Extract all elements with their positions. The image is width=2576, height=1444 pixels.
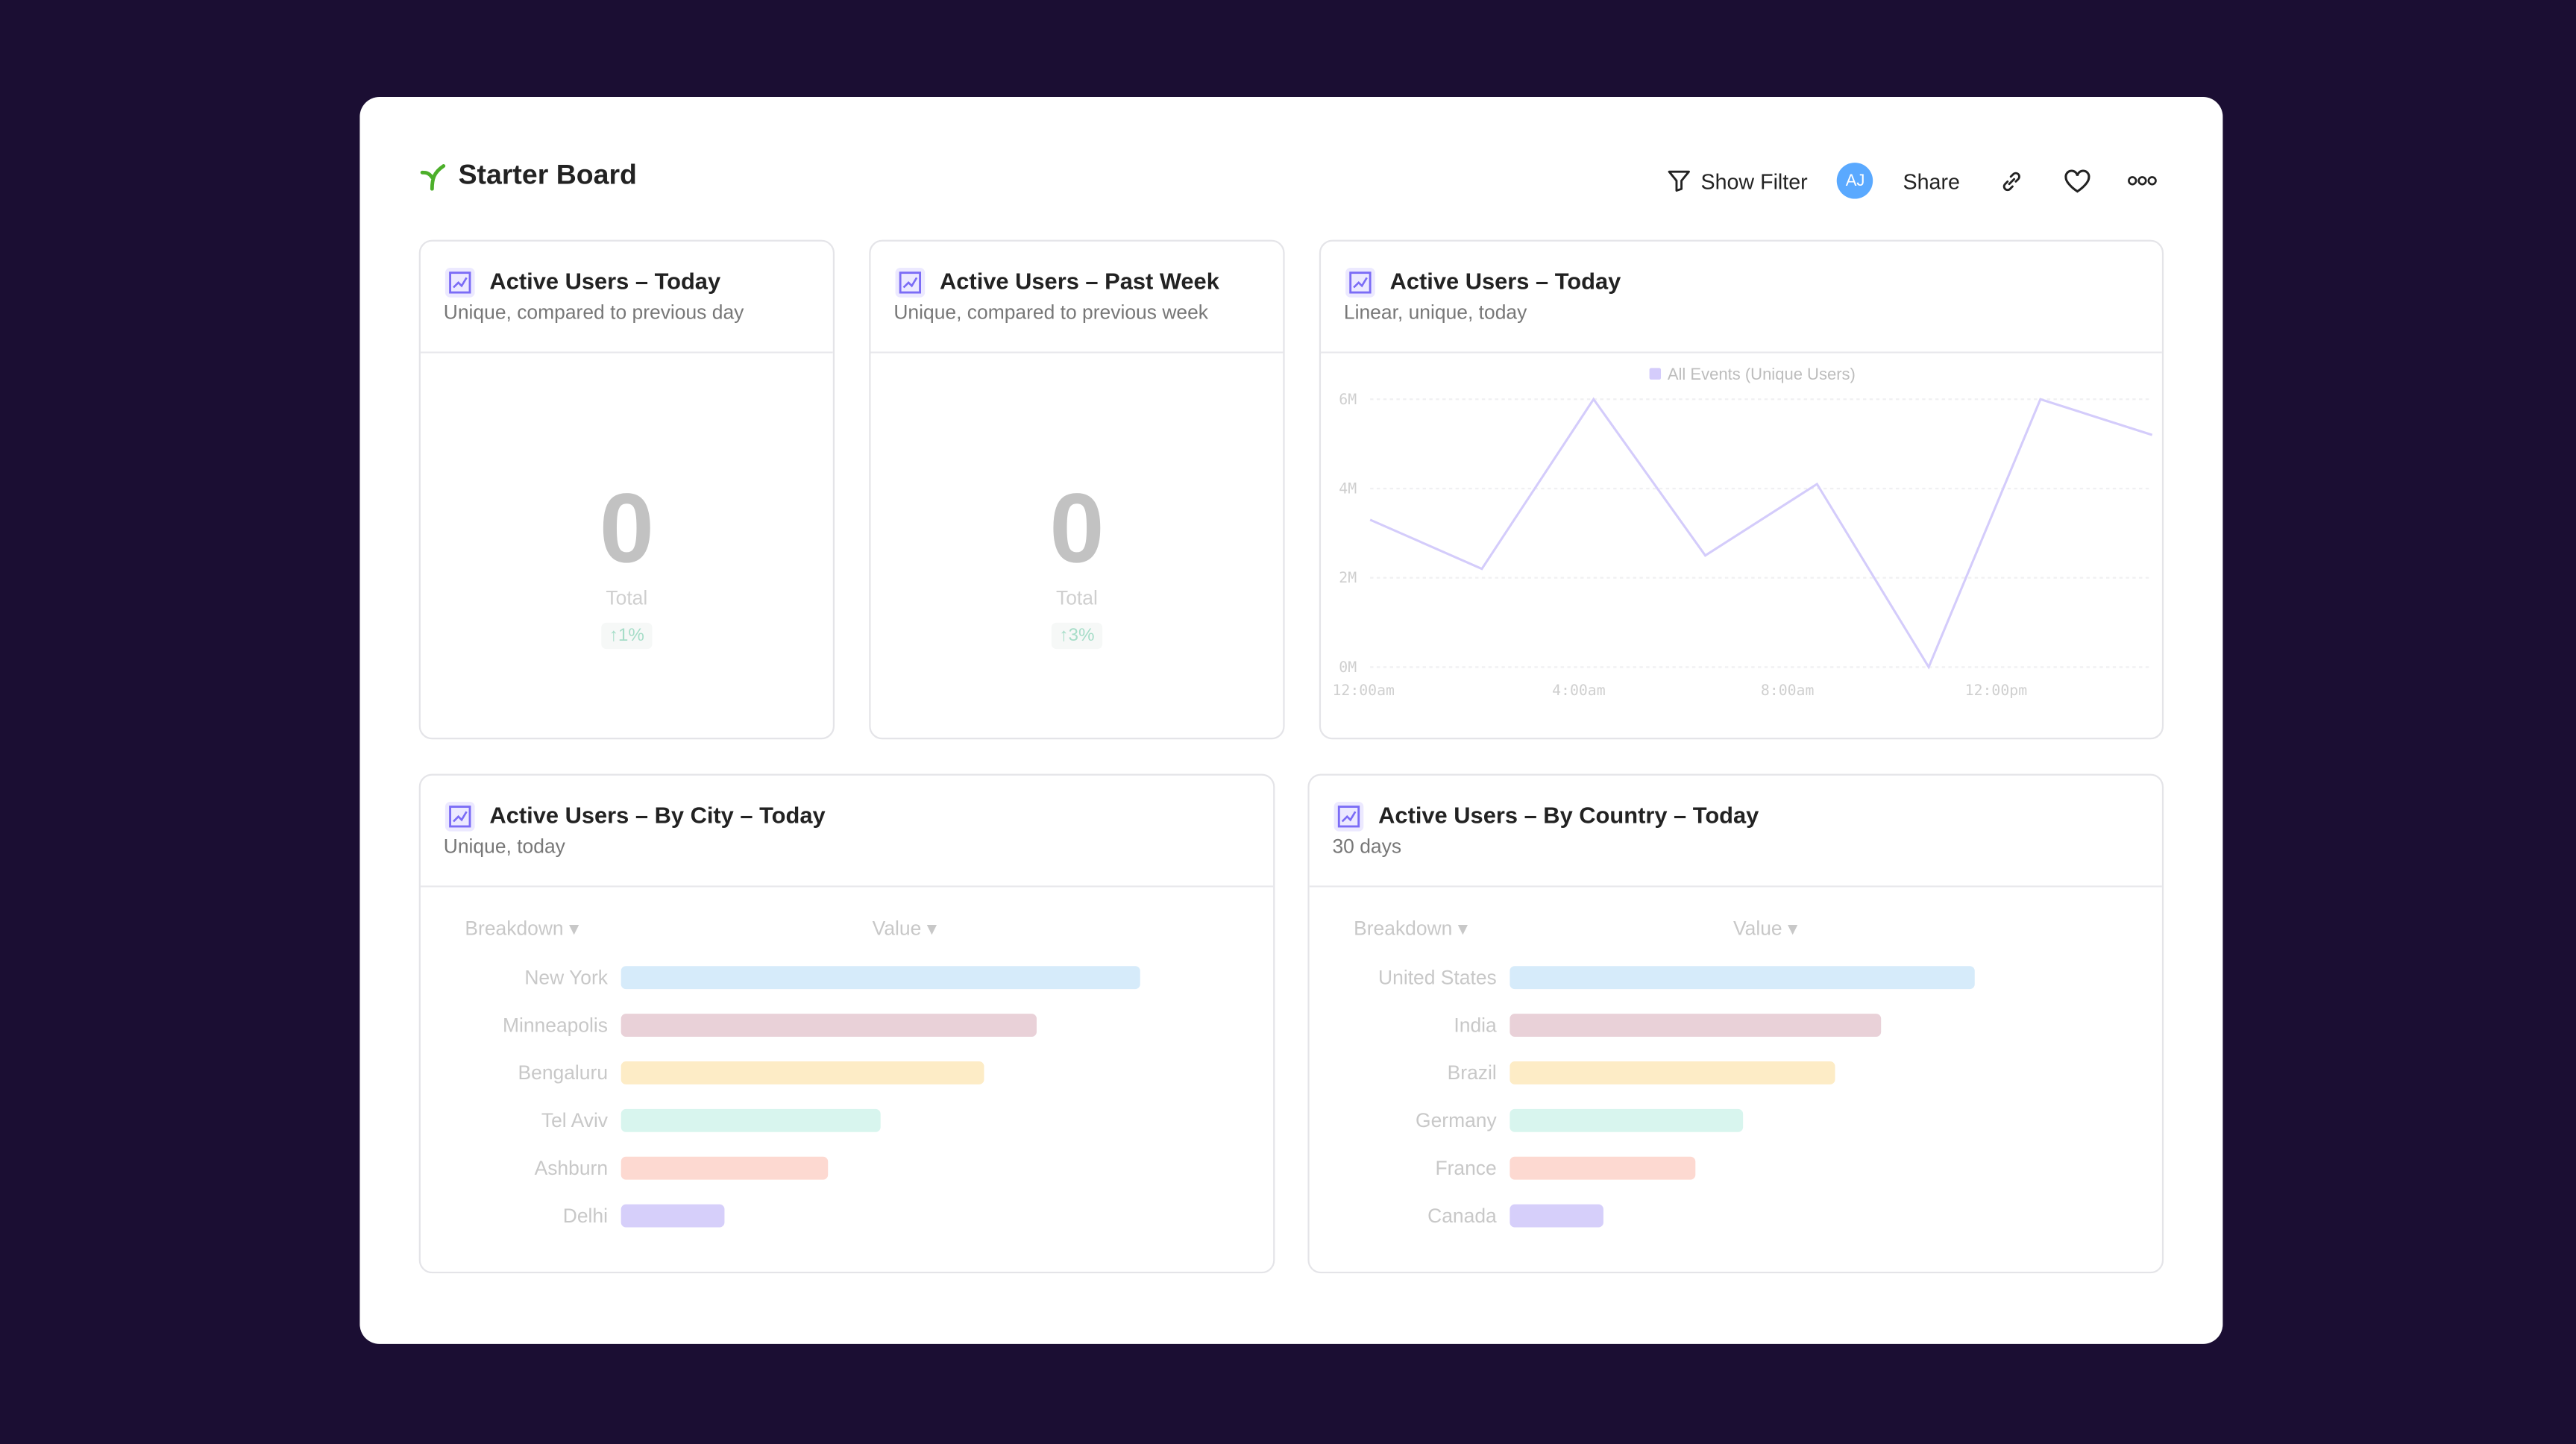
metric-label: Total <box>1055 586 1098 610</box>
bar-label: United States <box>1378 966 1497 990</box>
avatar[interactable]: AJ <box>1837 163 1873 199</box>
card-title[interactable]: Active Users – By City – Today <box>489 801 826 829</box>
delta-badge: ↑1% <box>421 619 833 650</box>
copy-link-button[interactable] <box>1999 169 2024 193</box>
metric-value: 0 <box>1049 473 1105 583</box>
metric-label: Total <box>606 586 648 610</box>
card-subtitle: Linear, unique, today <box>1343 301 1527 324</box>
more-button[interactable] <box>2128 174 2158 187</box>
legend-swatch <box>1649 368 1662 380</box>
x-tick-label: 4:00am <box>1552 682 1606 699</box>
bar-label: Minneapolis <box>502 1014 609 1037</box>
toolbar: Show Filter AJ Share <box>1635 163 2158 199</box>
card-header: Active Users – By Country – Today 30 day… <box>1309 776 2162 888</box>
bar-label: New York <box>524 966 609 990</box>
line-chart-icon <box>444 268 475 298</box>
bar-label: Brazil <box>1447 1061 1497 1084</box>
bar-label: Germany <box>1416 1108 1497 1132</box>
y-tick-label: 4M <box>1339 480 1357 497</box>
bar[interactable] <box>621 966 1140 990</box>
card-title[interactable]: Active Users – Today <box>489 268 721 295</box>
bar-label: Canada <box>1427 1204 1497 1228</box>
sprout-icon <box>420 164 446 191</box>
breakdown-column-header[interactable]: Breakdown ▾ <box>465 917 579 941</box>
card-subtitle: Unique, today <box>443 835 565 858</box>
show-filter-button[interactable]: Show Filter <box>1668 168 1808 193</box>
value-column-header[interactable]: Value ▾ <box>872 917 937 941</box>
card-header: Active Users – By City – Today Unique, t… <box>420 776 1274 888</box>
bar[interactable] <box>621 1156 829 1180</box>
bar[interactable] <box>621 1014 1037 1037</box>
line-chart: All Events (Unique Users) 0M 2M 4M 6M 12:00a… <box>1332 365 2153 699</box>
delta-badge: ↑3% <box>870 619 1283 650</box>
x-tick-label: 12:00pm <box>1965 682 2028 699</box>
x-tick-label: 12:00am <box>1332 682 1395 699</box>
bar[interactable] <box>1510 1014 1882 1037</box>
value-column-header[interactable]: Value ▾ <box>1732 917 1798 941</box>
card-subtitle: Unique, compared to previous week <box>893 301 1209 324</box>
share-label: Share <box>1903 168 1960 193</box>
board-title: Starter Board <box>419 160 637 192</box>
series-line <box>1369 397 2153 670</box>
line-chart-icon <box>444 801 475 832</box>
bar-label: Ashburn <box>534 1156 609 1180</box>
card-line-chart[interactable]: Active Users – Today Linear, unique, tod… <box>1319 239 2164 740</box>
bar[interactable] <box>1510 1108 1743 1132</box>
bar[interactable] <box>621 1204 725 1228</box>
legend-label: All Events (Unique Users) <box>1668 365 1856 383</box>
card-active-users-week[interactable]: Active Users – Past Week Unique, compare… <box>869 239 1285 740</box>
favorite-button[interactable] <box>2064 169 2091 193</box>
bar[interactable] <box>1510 1156 1696 1180</box>
bar-label: Bengaluru <box>518 1061 609 1084</box>
bar-label: Tel Aviv <box>541 1108 609 1132</box>
card-title[interactable]: Active Users – Today <box>1389 268 1621 295</box>
card-title[interactable]: Active Users – Past Week <box>940 268 1219 295</box>
card-header: Active Users – Today Linear, unique, tod… <box>1321 242 2162 354</box>
breakdown-column-header[interactable]: Breakdown ▾ <box>1354 917 1468 941</box>
bar[interactable] <box>1510 1061 1835 1084</box>
filter-icon <box>1668 170 1691 192</box>
x-tick-label: 8:00am <box>1761 682 1815 699</box>
share-button[interactable]: Share <box>1903 169 1959 193</box>
card-title[interactable]: Active Users – By Country – Today <box>1378 801 1759 829</box>
delta-value: ↑1% <box>600 622 653 650</box>
delta-value: ↑3% <box>1051 622 1103 650</box>
show-filter-label: Show Filter <box>1700 168 1808 193</box>
bar[interactable] <box>621 1108 881 1132</box>
line-chart-icon <box>1333 801 1364 832</box>
card-by-country[interactable]: Active Users – By Country – Today 30 day… <box>1307 773 2164 1274</box>
y-tick-label: 6M <box>1339 391 1357 408</box>
y-tick-label: 0M <box>1339 659 1357 676</box>
bar-label: India <box>1454 1014 1497 1037</box>
metric-value: 0 <box>599 473 655 583</box>
card-header: Active Users – Today Unique, compared to… <box>420 242 833 354</box>
y-tick-label: 2M <box>1339 569 1357 586</box>
bar[interactable] <box>1510 1204 1603 1228</box>
bar[interactable] <box>1510 966 1975 990</box>
more-icon <box>2128 176 2157 186</box>
line-chart-icon <box>895 268 926 298</box>
card-by-city[interactable]: Active Users – By City – Today Unique, t… <box>418 773 1275 1274</box>
link-icon <box>2002 171 2020 190</box>
card-active-users-today[interactable]: Active Users – Today Unique, compared to… <box>418 239 835 740</box>
bar-label: France <box>1435 1156 1497 1180</box>
card-subtitle: 30 days <box>1332 835 1402 858</box>
heart-icon <box>2064 169 2090 192</box>
card-header: Active Users – Past Week Unique, compare… <box>870 242 1284 354</box>
dashboard-board: Starter Board Show Filter AJ Share Act <box>359 96 2223 1344</box>
bar-label: Delhi <box>562 1204 609 1228</box>
line-chart-icon <box>1345 268 1375 298</box>
card-subtitle: Unique, compared to previous day <box>443 301 744 324</box>
board-title-text: Starter Board <box>458 159 637 191</box>
bar[interactable] <box>621 1061 984 1084</box>
